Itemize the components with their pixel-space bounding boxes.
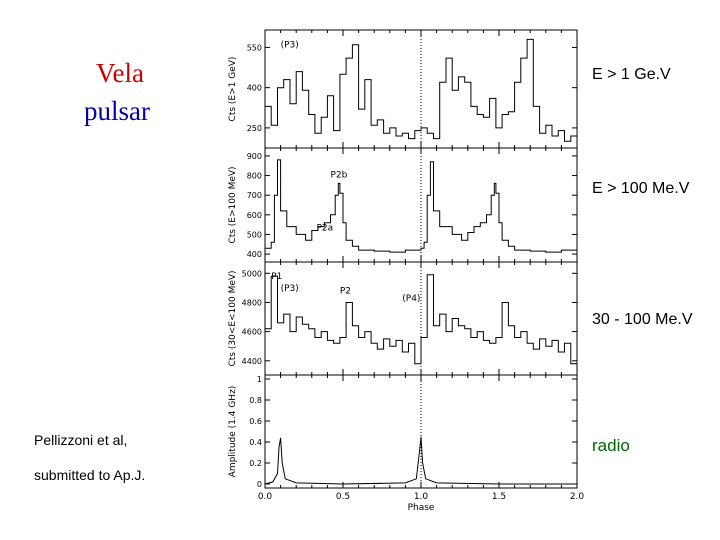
panel-3-annotation-1: P1 (271, 272, 282, 282)
xtick-label: 1.5 (492, 492, 506, 502)
xtick-label: 1.0 (414, 492, 429, 502)
panel-4-ytick-label: 0.4 (249, 438, 262, 447)
panel-4-ytick-label: 0.8 (249, 396, 262, 405)
panel-3-annotation-2: (P3) (281, 284, 299, 294)
panel-4-series-1 (264, 436, 577, 485)
panel-2-ytick-label: 600 (247, 211, 262, 220)
panel-4-ytick-label: 0 (257, 480, 262, 489)
panel-3-ylabel: Cts (30<E<100 MeV) (228, 270, 238, 366)
title-line2: pulsar (84, 96, 150, 126)
panel-2-ytick-label: 400 (247, 250, 262, 259)
panel-4-ytick-label: 0.2 (249, 459, 262, 468)
panel-1-ylabel: Cts (E>1 GeV) (228, 57, 238, 122)
xtick-label: 2.0 (570, 492, 585, 502)
panel-3-series-1 (265, 274, 577, 365)
panel-3-ytick-label: 4800 (242, 298, 262, 307)
panel-1-ytick-label: 400 (247, 84, 262, 93)
panel-4-ytick-label: 0.6 (249, 417, 262, 426)
panel-2-series-1 (265, 159, 577, 253)
panel-2-ytick-label: 900 (247, 152, 262, 161)
panel-1-annotation-1: (P3) (281, 40, 299, 50)
citation-line1: Pellizzoni et al, (34, 432, 128, 448)
panel-4-ylabel: Amplitude (1.4 GHz) (228, 386, 238, 478)
band-label-3: 30 - 100 Me.V (592, 311, 693, 328)
panel-2-ytick-label: 700 (247, 191, 262, 200)
panel-4-ytick-label: 1 (257, 375, 262, 384)
xtick-label: 0.5 (336, 492, 350, 502)
panel-2-ytick-label: 500 (247, 230, 262, 239)
panel-3-ytick-label: 4600 (242, 328, 262, 337)
panel-2-annotation-1: P2b (331, 171, 348, 181)
band-label-1: E > 1 Ge.V (592, 66, 671, 83)
panel-3-ytick-label: 4400 (242, 357, 262, 366)
panel-3-annotation-3: P2 (340, 287, 351, 297)
panel-3-ytick-label: 5000 (242, 269, 262, 278)
title-line1: Vela (96, 58, 144, 88)
panels-group: 250 400 550 Cts (E>1 GeV) (P3) 400 500 600 700 80… (228, 29, 585, 513)
panel-1-ytick-label: 250 (247, 124, 262, 133)
citation-line2: submitted to Ap.J. (34, 467, 146, 483)
panel-2-ytick-label: 800 (247, 172, 262, 181)
xtick-label: 0.0 (258, 492, 273, 502)
panel-3-annotation-4: (P4) (402, 294, 420, 304)
band-label-2: E > 100 Me.V (592, 180, 690, 197)
panel-1-ytick-label: 550 (247, 43, 262, 52)
panel-2-ylabel: Cts (E>100 MeV) (228, 166, 238, 243)
panel-2-annotation-2: P2a (316, 224, 333, 234)
x-axis-label: Phase (408, 503, 435, 513)
band-label-4: radio (592, 436, 630, 455)
